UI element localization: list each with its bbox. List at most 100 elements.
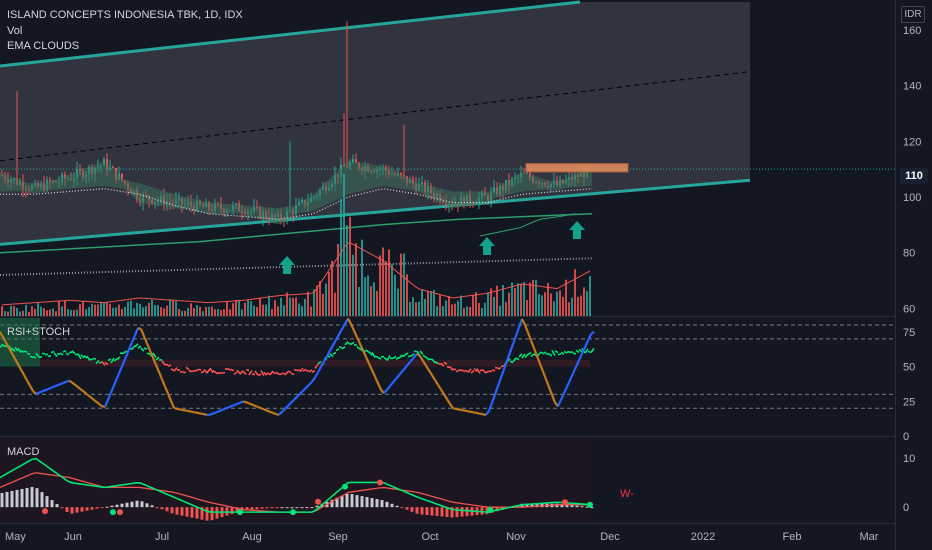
- macd-histogram-bar: [65, 507, 69, 512]
- volume-bar: [298, 303, 300, 316]
- volume-bar: [400, 253, 402, 316]
- rsi-line-segment: [83, 354, 88, 359]
- ema-cloud-fill: [0, 160, 592, 225]
- rsi-line-segment: [209, 367, 214, 374]
- stoch-line-segment: [482, 413, 487, 416]
- volume-bar: [577, 296, 579, 316]
- volume-bar: [19, 311, 21, 316]
- stoch-line-segment: [487, 402, 494, 412]
- macd-cross-dot: [290, 509, 296, 516]
- volume-bar: [397, 288, 399, 316]
- stoch-line-segment: [496, 377, 503, 387]
- stoch-line-segment: [529, 340, 536, 349]
- time-tick-label: Dec: [600, 531, 620, 543]
- macd-histogram-bar: [235, 507, 239, 513]
- rsi-line-segment: [80, 354, 85, 359]
- volume-bar: [322, 293, 324, 316]
- volume-bar: [262, 304, 264, 316]
- volume-bar: [532, 279, 534, 316]
- legend-vol[interactable]: Vol: [7, 25, 23, 37]
- macd-histogram-bar: [350, 494, 354, 508]
- symbol-title[interactable]: ISLAND CONCEPTS INDONESIA TBK, 1D, IDX: [7, 9, 243, 21]
- macd-histogram-bar: [390, 503, 394, 508]
- stoch-line-segment: [197, 411, 202, 415]
- rsi-line-segment: [551, 349, 556, 356]
- rsi-band-fill: [40, 359, 590, 367]
- rsi-line-segment: [590, 347, 595, 353]
- rsi-pane-label[interactable]: RSI+STOCH: [7, 326, 71, 338]
- volume-bar: [187, 308, 189, 316]
- current-price-label: 110: [900, 168, 928, 184]
- time-tick-label: Nov: [506, 531, 526, 543]
- time-tick-label: Oct: [421, 531, 438, 543]
- stoch-line-segment: [163, 386, 170, 395]
- currency-badge[interactable]: IDR: [901, 6, 925, 23]
- rsi-line-segment: [155, 356, 160, 361]
- stoch-line-segment: [416, 352, 421, 357]
- stoch-line-segment: [203, 413, 208, 416]
- macd-histogram-bar: [95, 507, 99, 509]
- time-tick-label: Feb: [783, 531, 802, 543]
- rsi-line-segment: [269, 370, 274, 376]
- macd-histogram-bar: [55, 504, 59, 508]
- volume-bar: [196, 305, 198, 316]
- rsi-line-segment: [32, 355, 37, 359]
- volume-bar: [457, 300, 459, 316]
- stoch-line-segment: [349, 323, 356, 332]
- stoch-line-segment: [56, 383, 61, 387]
- rsi-line-segment: [455, 369, 460, 373]
- stoch-line-segment: [452, 407, 457, 410]
- stoch-line-segment: [44, 388, 49, 392]
- volume-bar: [109, 303, 111, 316]
- time-tick-label: Sep: [328, 531, 348, 543]
- rsi-line-segment: [104, 361, 109, 366]
- stoch-line-segment: [538, 363, 545, 372]
- volume-bar: [562, 296, 564, 316]
- volume-bar: [199, 306, 201, 316]
- volume-bar: [100, 302, 102, 316]
- stoch-line-segment: [364, 356, 371, 364]
- macd-histogram-bar: [580, 506, 584, 508]
- macd-cross-dot: [237, 509, 243, 516]
- stoch-line-segment: [157, 371, 164, 380]
- volume-bar: [142, 307, 144, 316]
- macd-histogram-bar: [410, 507, 414, 512]
- legend-ema-clouds[interactable]: EMA CLOUDS: [7, 40, 80, 52]
- stoch-line-segment: [35, 391, 40, 395]
- macd-histogram-bar: [310, 507, 314, 509]
- macd-tick-label: 10: [903, 453, 915, 465]
- macd-cross-dot: [42, 508, 48, 515]
- macd-histogram-bar: [445, 507, 449, 517]
- rsi-line-segment: [539, 351, 544, 355]
- volume-bar: [274, 300, 276, 316]
- stoch-line-segment: [109, 385, 116, 394]
- volume-bar: [460, 295, 462, 316]
- volume-bar: [535, 279, 537, 316]
- time-tick-label: Aug: [242, 531, 262, 543]
- volume-bar: [565, 279, 567, 316]
- rsi-line-segment: [446, 365, 451, 369]
- volume-bar: [487, 292, 489, 316]
- volume-bar: [334, 292, 336, 316]
- stoch-line-segment: [499, 368, 506, 378]
- stoch-line-segment: [118, 363, 125, 372]
- rsi-line-segment: [410, 353, 415, 357]
- stoch-line-segment: [493, 385, 500, 395]
- stoch-line-segment: [511, 335, 518, 345]
- macd-histogram-bar: [185, 507, 189, 517]
- stoch-line-segment: [275, 413, 280, 416]
- rsi-line-segment: [308, 369, 313, 373]
- volume-bar: [175, 301, 177, 316]
- rsi-line-segment: [407, 355, 412, 358]
- volume-bar: [289, 297, 291, 316]
- volume-bar: [229, 309, 231, 316]
- rsi-line-segment: [14, 346, 19, 352]
- volume-bar: [436, 306, 438, 316]
- macd-cross-dot: [487, 507, 493, 514]
- stoch-line-segment: [302, 387, 307, 392]
- macd-histogram-bar: [30, 486, 34, 508]
- macd-pane-label[interactable]: MACD: [7, 446, 40, 458]
- stoch-line-segment: [80, 388, 85, 393]
- macd-histogram-bar: [110, 505, 114, 508]
